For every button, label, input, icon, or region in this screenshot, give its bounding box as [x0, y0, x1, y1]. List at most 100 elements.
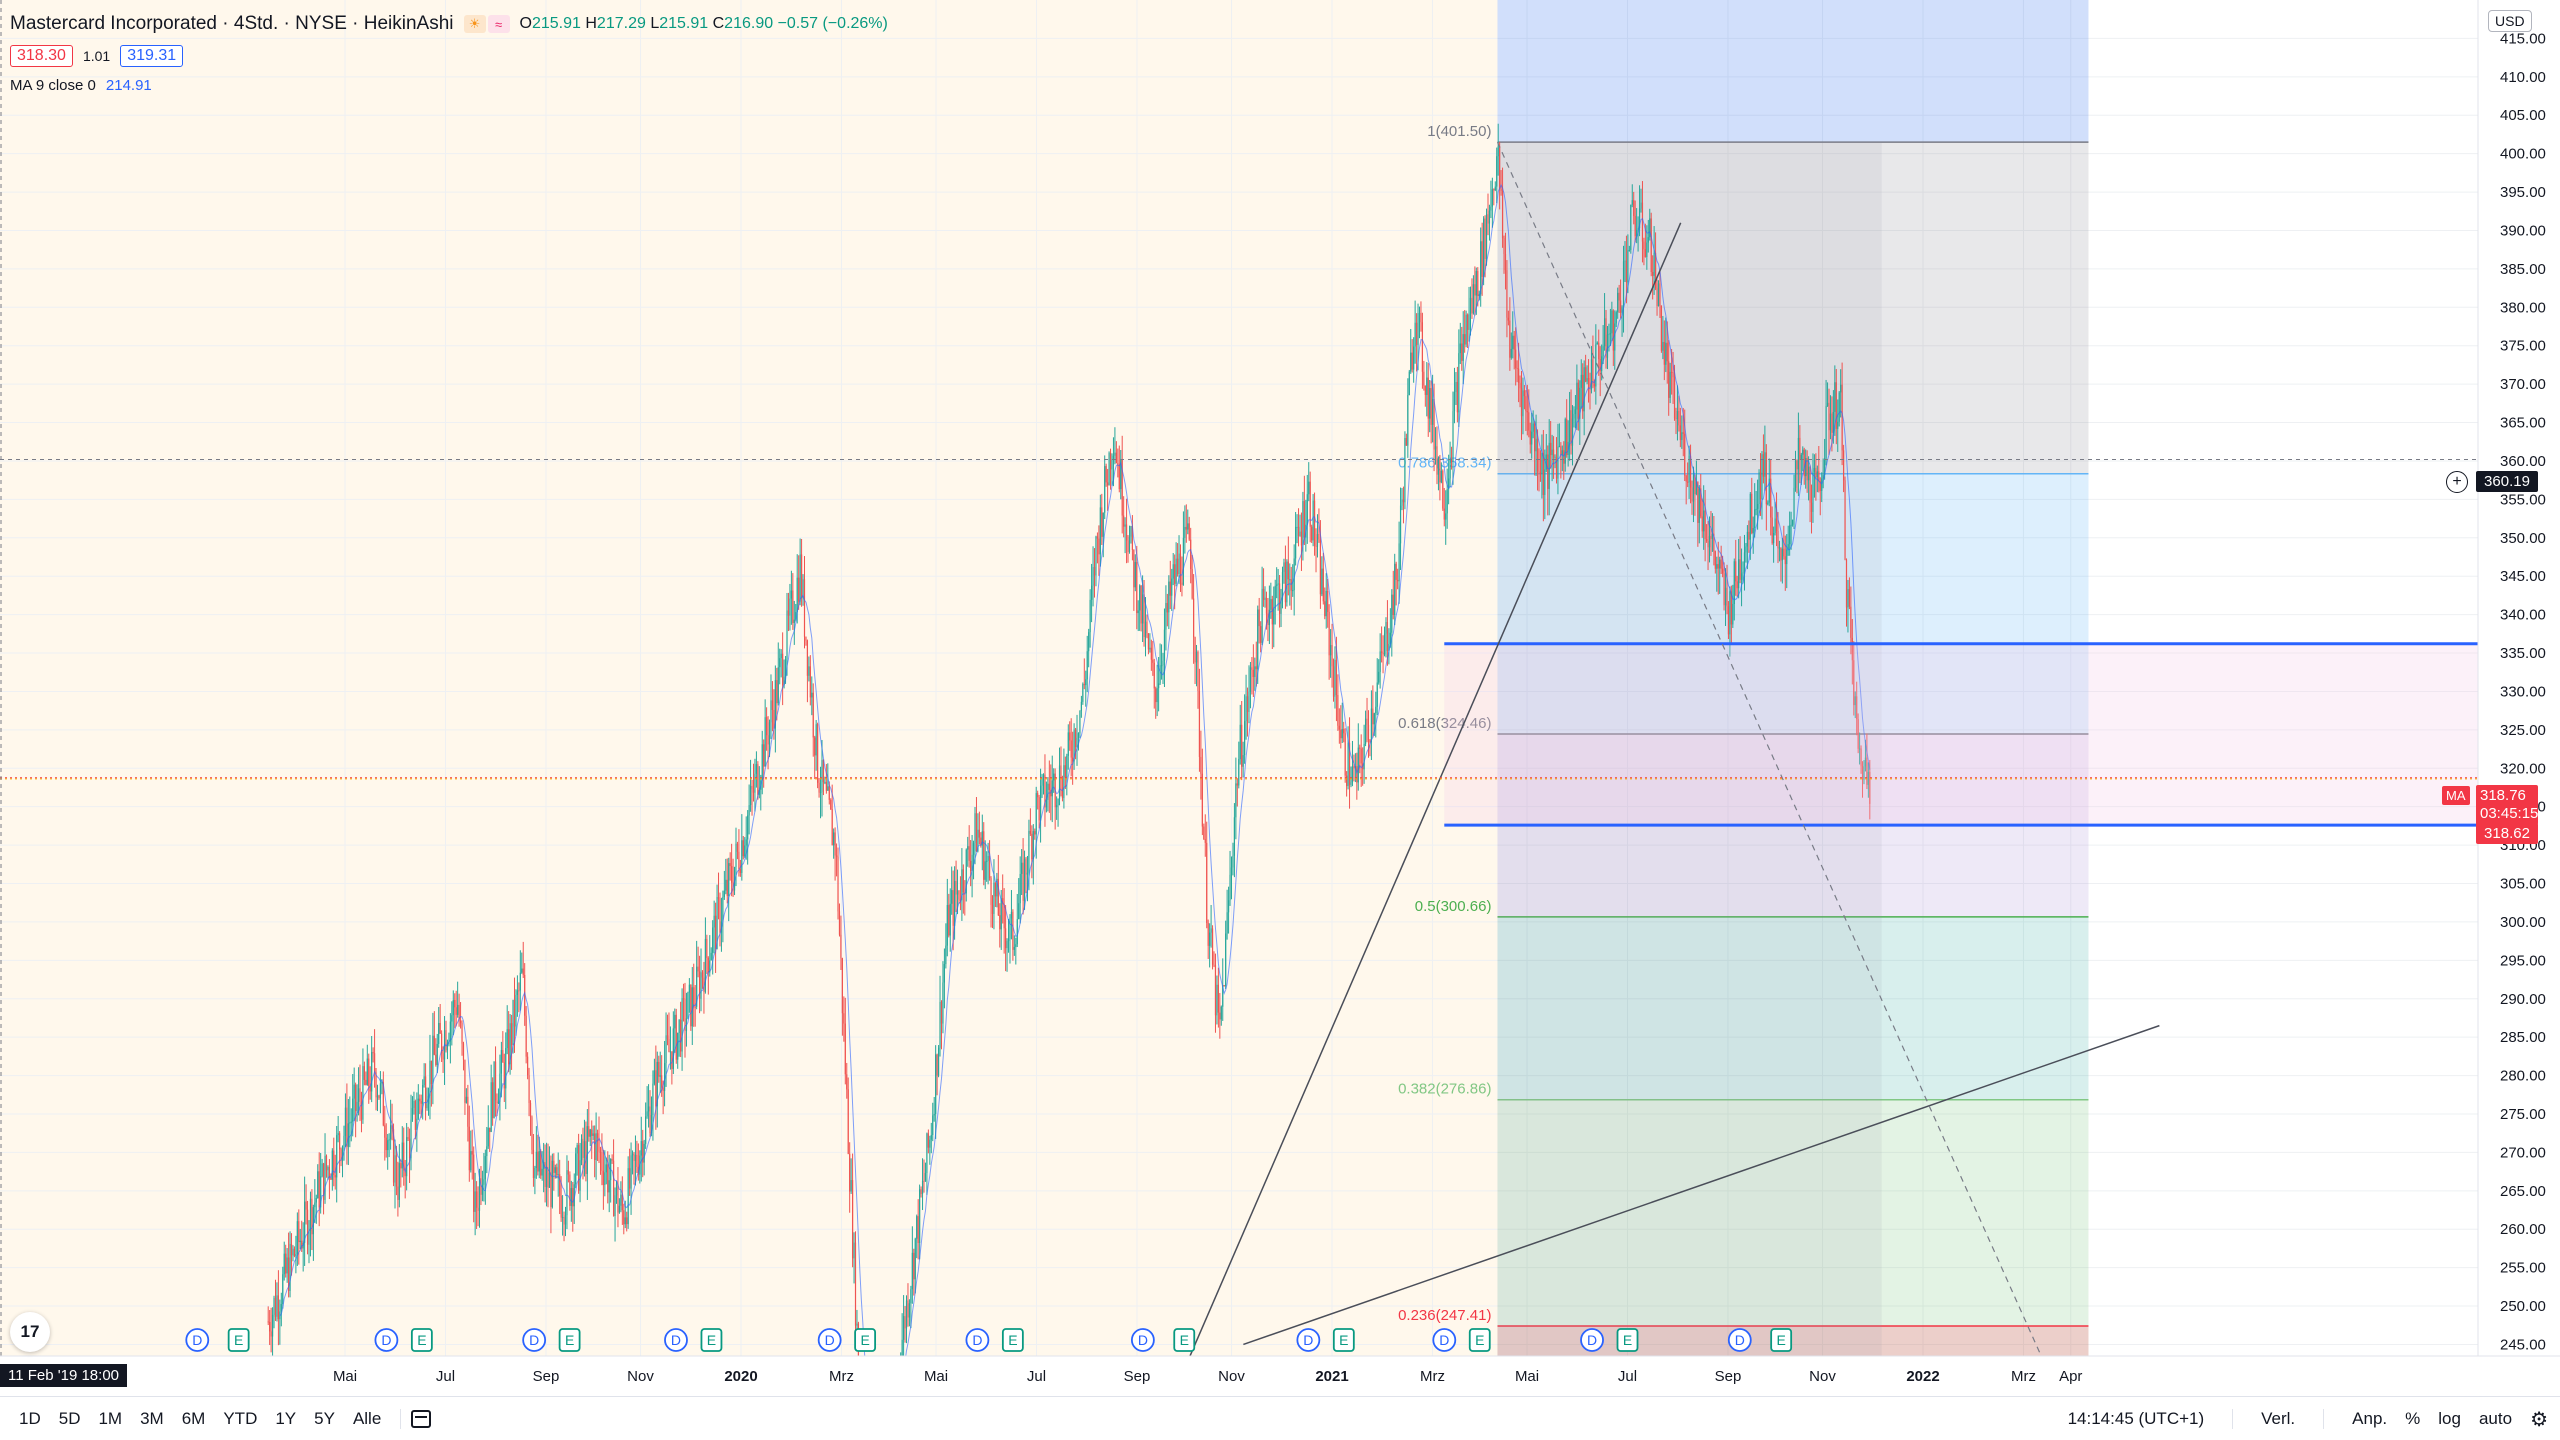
candle-body	[1461, 343, 1463, 361]
candle-body	[972, 842, 975, 855]
adjust-button[interactable]: Verl.	[2261, 1409, 2296, 1428]
candle-body	[688, 984, 690, 993]
candle-body	[798, 577, 800, 602]
timeframe-1y-button[interactable]: 1Y	[275, 1408, 297, 1428]
candle-body	[1755, 508, 1757, 510]
candle-body	[1274, 585, 1276, 610]
candle-body	[1392, 594, 1394, 616]
wave-icon[interactable]: ≈	[487, 15, 510, 33]
candle-body	[1379, 651, 1381, 672]
add-alert-icon[interactable]: +	[2446, 471, 2468, 493]
candle-body	[1411, 352, 1413, 370]
candle-body	[1652, 272, 1654, 276]
price-tick-label: 400.00	[2500, 146, 2546, 163]
candle-body	[1859, 748, 1861, 750]
candle-body	[420, 1101, 422, 1104]
candle-body	[1450, 458, 1453, 462]
candle-body	[1178, 553, 1180, 574]
candle-body	[983, 831, 985, 880]
currency-selector[interactable]: USD	[2488, 10, 2532, 32]
candle-body	[968, 846, 970, 861]
candle-body	[642, 1141, 644, 1163]
candle-body	[1802, 449, 1804, 455]
symbol-title[interactable]: Mastercard Incorporated · 4Std. · NYSE ·…	[10, 13, 454, 34]
candle-body	[582, 1138, 584, 1158]
candle-body	[1746, 531, 1748, 547]
candle-body	[849, 1153, 851, 1192]
candle-body	[1204, 839, 1206, 843]
candle-body	[1076, 737, 1078, 748]
candle-body	[1209, 932, 1211, 946]
candle-body	[557, 1174, 559, 1176]
candle-body	[987, 855, 989, 861]
ma-indicator-label[interactable]: MA 9 close 0	[10, 76, 96, 94]
candle-body	[744, 845, 746, 857]
candle-body	[716, 897, 718, 949]
candle-body	[457, 1004, 459, 1015]
candle-body	[286, 1257, 288, 1274]
candle-body	[305, 1201, 307, 1210]
candle-body	[1139, 585, 1141, 611]
scale-auto-button[interactable]: auto	[2478, 1409, 2513, 1428]
timeframe-6m-button[interactable]: 6M	[181, 1408, 206, 1428]
scale-log-button[interactable]: log	[2438, 1409, 2461, 1428]
candle-body	[1278, 583, 1281, 614]
timeframe-5d-button[interactable]: 5D	[58, 1408, 81, 1428]
toolbar-divider	[2232, 1409, 2234, 1429]
gear-icon[interactable]: ⚙	[2530, 1408, 2548, 1431]
price-tick-label: 270.00	[2500, 1144, 2546, 1161]
candle-body	[1809, 466, 1811, 503]
candle-body	[843, 1013, 845, 1024]
candle-body	[1296, 526, 1298, 528]
candle-body	[1118, 464, 1120, 490]
candle-body	[1299, 531, 1301, 536]
candle-body	[783, 676, 785, 686]
calendar-icon[interactable]	[411, 1409, 432, 1428]
candle-body	[449, 1021, 451, 1042]
buy-price-button[interactable]: 319.31	[120, 45, 184, 67]
candle-body	[1188, 523, 1190, 540]
candle-body	[1331, 645, 1333, 667]
candle-body	[424, 1076, 427, 1109]
candle-body	[1806, 457, 1808, 481]
candle-body	[684, 998, 686, 1031]
candle-body	[1666, 342, 1668, 362]
candle-body	[799, 554, 801, 602]
candle-body	[726, 879, 728, 897]
candle-body	[459, 1020, 462, 1024]
candle-body	[825, 781, 827, 791]
timeframe-ytd-button[interactable]: YTD	[223, 1408, 258, 1428]
timeframe-1d-button[interactable]: 1D	[19, 1408, 41, 1428]
candle-body	[1312, 500, 1314, 541]
candle-body	[1007, 938, 1010, 942]
timeframe-3m-button[interactable]: 3M	[140, 1408, 164, 1428]
sell-price-button[interactable]: 318.30	[10, 45, 73, 67]
scale-percent-button[interactable]: %	[2405, 1409, 2421, 1428]
timeframe-5y-button[interactable]: 5Y	[314, 1408, 335, 1428]
dividend-marker	[185, 1328, 210, 1352]
candle-body	[1528, 412, 1530, 431]
candle-body	[1800, 454, 1802, 460]
scale-autofit-button[interactable]: Anp.	[2352, 1409, 2388, 1428]
candle-body	[1133, 549, 1135, 588]
clock-timezone[interactable]: 14:14:45 (UTC+1)	[2067, 1409, 2205, 1428]
sun-icon[interactable]: ☀	[463, 15, 486, 33]
candle-body	[1515, 349, 1517, 369]
candle-body	[1614, 323, 1616, 351]
candle-body	[717, 897, 720, 900]
candle-body	[1853, 660, 1855, 706]
candle-body	[451, 1015, 453, 1022]
candle-body	[1203, 826, 1205, 840]
candle-body	[1283, 562, 1285, 572]
candle-body	[1216, 984, 1218, 1016]
candle-body	[822, 760, 825, 783]
candle-body	[422, 1085, 424, 1104]
tradingview-logo-icon[interactable]: 17	[10, 1312, 50, 1352]
candle-body	[299, 1240, 301, 1243]
timeframe-all-button[interactable]: Alle	[352, 1408, 382, 1428]
candle-body	[1851, 637, 1853, 661]
candle-body	[774, 680, 776, 729]
timeframe-1m-button[interactable]: 1M	[98, 1408, 123, 1428]
candle-body	[1525, 396, 1527, 412]
